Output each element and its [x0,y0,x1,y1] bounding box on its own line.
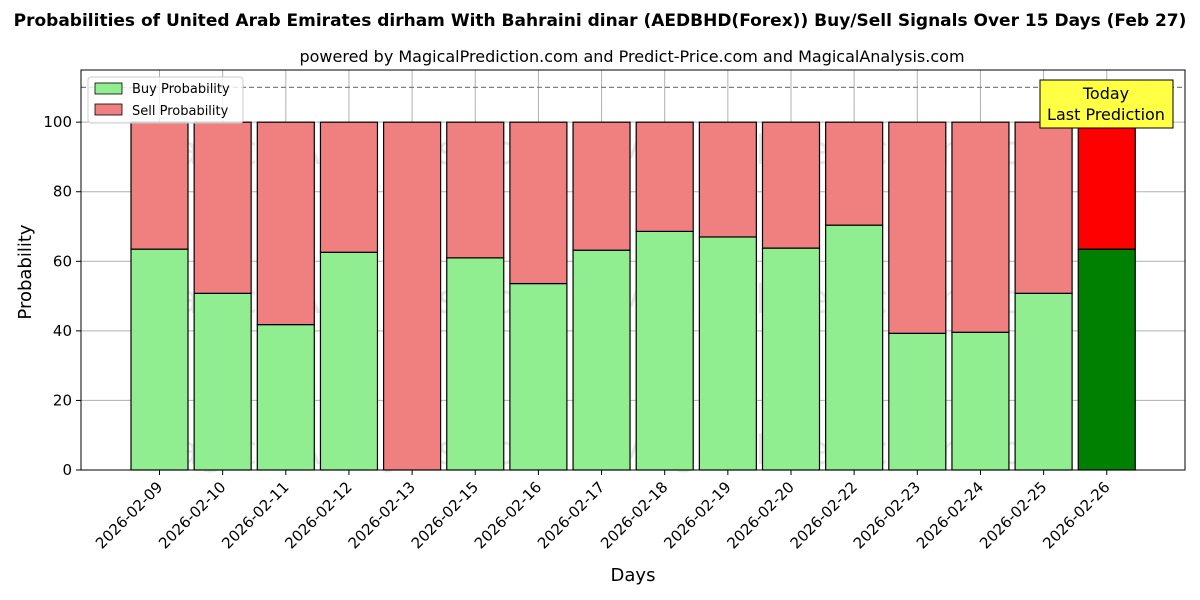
x-tick-label: 2026-02-20 [723,478,797,552]
buy-bar [951,331,1010,471]
sell-bar [383,121,442,471]
buy-bar [256,324,315,471]
y-tick-label: 100 [43,113,72,131]
sell-bar [193,121,252,294]
buy-bar [698,236,757,471]
y-tick-label: 80 [53,183,72,201]
buy-bar [446,257,505,471]
buy-bar [825,224,884,471]
bars-layer [130,121,1136,471]
buy-bar [130,248,189,471]
x-axis-label: Days [611,565,656,586]
buy-bar [193,292,252,471]
x-tick-label: 2026-02-13 [345,478,419,552]
x-tick-label: 2026-02-25 [976,478,1050,552]
buy-bar [1014,292,1073,471]
today-annotation-box [1039,79,1174,129]
buy-bar [319,251,379,471]
x-tick-label: 2026-02-16 [471,478,545,552]
sell-bar [761,121,821,249]
x-tick-label: 2026-02-11 [218,478,292,552]
sell-bar [951,121,1010,333]
x-tick-label: 2026-02-10 [155,478,229,552]
sell-bar [825,121,884,226]
legend-box [87,76,244,124]
sell-bar [509,121,568,285]
sell-bar [446,121,505,259]
sell-bar [635,121,694,232]
sell-bar [572,121,631,251]
y-tick-label: 0 [62,461,72,479]
x-tick-label: 2026-02-15 [408,478,482,552]
y-tick-label: 60 [53,252,72,270]
buy-bar [572,249,631,471]
legend-label-sell: Sell Probability [132,104,229,119]
plot-frame [80,69,1186,471]
sell-bar [130,121,189,250]
x-axis-ticks: 2026-02-092026-02-102026-02-112026-02-12… [92,470,1114,552]
y-axis-label: Probability [15,224,36,319]
sell-bar [1014,121,1073,294]
x-tick-label: 2026-02-24 [913,478,987,552]
today-annotation-line2: Last Prediction [1047,105,1165,124]
x-tick-label: 2026-02-19 [660,478,734,552]
x-tick-label: 2026-02-26 [1039,478,1113,552]
chart-subtitle: powered by MagicalPrediction.com and Pre… [299,47,964,66]
sell-bar [256,121,315,326]
y-axis-ticks: 0 20 40 60 80 100 [43,113,81,479]
x-tick-label: 2026-02-17 [534,478,608,552]
x-tick-label: 2026-02-23 [850,478,924,552]
sell-bar [1077,121,1136,250]
buy-bar [509,282,568,471]
chart-title: Probabilities of United Arab Emirates di… [14,11,1187,31]
sell-bar [888,121,947,334]
x-tick-label: 2026-02-12 [281,478,355,552]
today-annotation: Today Last Prediction [1039,79,1174,129]
x-tick-label: 2026-02-09 [92,478,166,552]
legend-label-buy: Buy Probability [132,82,230,97]
buy-bar [761,247,821,471]
today-annotation-line1: Today [1082,84,1129,103]
x-tick-label: 2026-02-22 [787,478,861,552]
legend-swatch-buy [94,82,123,95]
legend: Buy Probability Sell Probability [87,76,244,124]
sell-bar [698,121,757,238]
y-tick-label: 20 [53,391,72,409]
buy-bar [1077,248,1136,471]
buy-bar [635,230,694,471]
y-tick-label: 40 [53,322,72,340]
x-tick-label: 2026-02-18 [597,478,671,552]
sell-bar [319,121,379,253]
buy-bar [888,332,947,471]
legend-swatch-sell [94,103,123,116]
